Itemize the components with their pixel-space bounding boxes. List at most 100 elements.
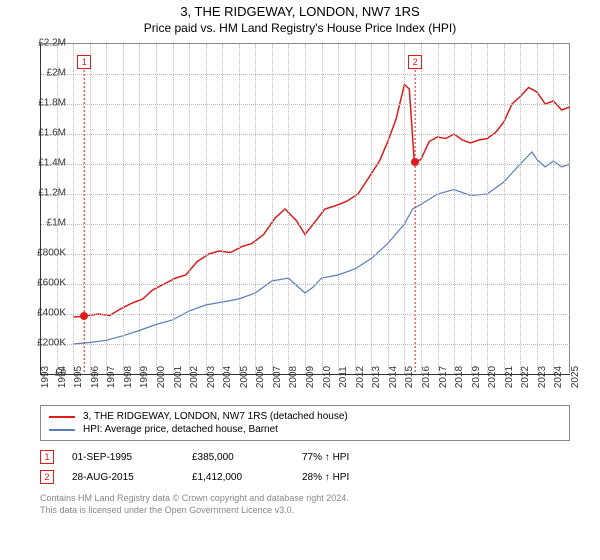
sale-pct: 28% ↑ HPI [302,472,412,483]
y-axis-label: £1.8M [38,98,66,109]
legend-swatch [49,416,75,418]
gridline-vertical [504,44,505,374]
legend-row: 3, THE RIDGEWAY, LONDON, NW7 1RS (detach… [49,410,561,423]
y-axis [40,44,41,374]
chart-title: 3, THE RIDGEWAY, LONDON, NW7 1RS [0,0,600,19]
sale-date: 01-SEP-1995 [72,452,192,463]
x-axis-label: 2014 [388,366,399,388]
gridline-vertical [272,44,273,374]
y-axis-label: £1.4M [38,158,66,169]
x-axis-label: 1996 [90,366,101,388]
plot-region: 12 [40,43,570,373]
x-axis-label: 1994 [57,366,68,388]
sale-price: £1,412,000 [192,472,302,483]
gridline-vertical [239,44,240,374]
y-axis-label: £1.2M [38,188,66,199]
y-axis-label: £800K [37,248,66,259]
footer-line: Contains HM Land Registry data © Crown c… [40,493,570,505]
gridline-vertical [438,44,439,374]
sale-row: 2 28-AUG-2015£1,412,00028% ↑ HPI [40,467,570,487]
y-axis-label: £2.2M [38,38,66,49]
x-axis-label: 1998 [123,366,134,388]
x-axis-label: 2007 [272,366,283,388]
sale-row-marker: 2 [40,470,54,484]
chart-area: 12 £0£200K£400K£600K£800K£1M£1.2M£1.4M£1… [40,43,600,403]
gridline-vertical [90,44,91,374]
gridline-vertical [471,44,472,374]
x-axis-label: 2023 [537,366,548,388]
gridline-vertical [57,44,58,374]
x-axis-label: 1993 [40,366,51,388]
sale-price: £385,000 [192,452,302,463]
gridline-vertical [206,44,207,374]
gridline-vertical [189,44,190,374]
y-axis-label: £2M [47,68,66,79]
y-axis-label: £400K [37,308,66,319]
gridline-vertical [288,44,289,374]
x-axis-label: 2003 [206,366,217,388]
sale-marker-dot [411,158,419,166]
chart-container: 3, THE RIDGEWAY, LONDON, NW7 1RS Price p… [0,0,600,560]
y-axis-label: £1M [47,218,66,229]
x-axis-label: 2009 [305,366,316,388]
x-axis-label: 2025 [570,366,581,388]
sale-date: 28-AUG-2015 [72,472,192,483]
x-axis-label: 2019 [471,366,482,388]
gridline-vertical [123,44,124,374]
legend: 3, THE RIDGEWAY, LONDON, NW7 1RS (detach… [40,405,570,441]
x-axis-label: 2020 [487,366,498,388]
x-axis-label: 2005 [239,366,250,388]
footer-attribution: Contains HM Land Registry data © Crown c… [40,493,570,516]
gridline-vertical [553,44,554,374]
gridline-vertical [322,44,323,374]
sale-row-marker: 1 [40,450,54,464]
gridline-vertical [156,44,157,374]
gridline-vertical [404,44,405,374]
gridline-vertical [520,44,521,374]
x-axis-label: 1995 [73,366,84,388]
x-axis-label: 2011 [338,366,349,388]
sale-marker-dot [80,312,88,320]
y-axis-label: £200K [37,338,66,349]
x-axis-label: 2017 [438,366,449,388]
x-axis-label: 2001 [173,366,184,388]
gridline-vertical [421,44,422,374]
gridline-vertical [537,44,538,374]
legend-swatch [49,429,75,431]
sale-row: 1 01-SEP-1995£385,00077% ↑ HPI [40,447,570,467]
x-axis-label: 2000 [156,366,167,388]
x-axis-label: 1999 [139,366,150,388]
gridline-vertical [371,44,372,374]
x-axis-label: 2016 [421,366,432,388]
gridline-vertical [454,44,455,374]
x-axis-label: 2022 [520,366,531,388]
x-axis-label: 2021 [504,366,515,388]
x-axis-label: 2018 [454,366,465,388]
gridline-vertical [305,44,306,374]
x-axis-label: 2010 [322,366,333,388]
y-axis-label: £1.6M [38,128,66,139]
y-axis-label: £600K [37,278,66,289]
sale-marker-box: 1 [77,55,91,69]
x-axis-label: 2008 [288,366,299,388]
sale-marker-box: 2 [408,55,422,69]
x-axis-label: 1997 [106,366,117,388]
gridline-vertical [338,44,339,374]
x-axis-label: 2012 [355,366,366,388]
x-axis-label: 2002 [189,366,200,388]
gridline-vertical [173,44,174,374]
x-axis-label: 2004 [222,366,233,388]
x-axis-label: 2024 [553,366,564,388]
sale-pct: 77% ↑ HPI [302,452,412,463]
footer-line: This data is licensed under the Open Gov… [40,505,570,517]
x-axis-label: 2013 [371,366,382,388]
gridline-vertical [222,44,223,374]
gridline-vertical [73,44,74,374]
legend-label: 3, THE RIDGEWAY, LONDON, NW7 1RS (detach… [83,411,348,422]
gridline-vertical [487,44,488,374]
x-axis-label: 2006 [255,366,266,388]
gridline-vertical [106,44,107,374]
gridline-vertical [139,44,140,374]
sales-table: 1 01-SEP-1995£385,00077% ↑ HPI 2 28-AUG-201… [40,447,570,487]
x-axis-label: 2015 [404,366,415,388]
